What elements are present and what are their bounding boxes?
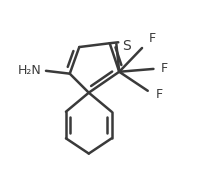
Text: F: F <box>149 32 156 45</box>
Text: F: F <box>155 88 162 101</box>
Text: S: S <box>122 39 131 53</box>
Text: F: F <box>161 62 168 75</box>
Text: H₂N: H₂N <box>18 64 42 77</box>
